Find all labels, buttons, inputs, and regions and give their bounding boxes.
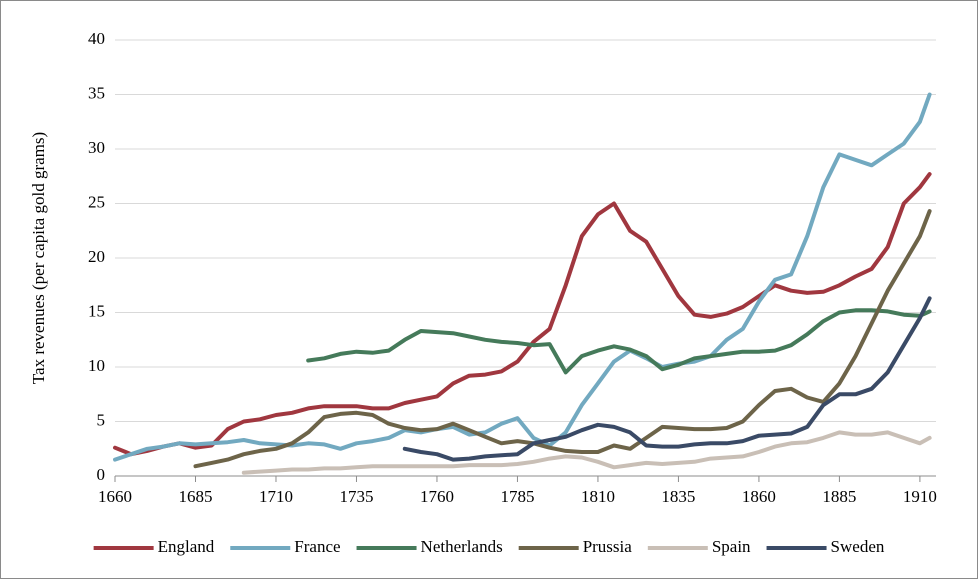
x-tick-label: 1660 (98, 487, 132, 506)
y-axis-label: Tax revenues (per capita gold grams) (29, 132, 48, 384)
line-series (241, 430, 932, 475)
x-tick-label: 1685 (178, 487, 212, 506)
x-tick-label: 1910 (903, 487, 937, 506)
y-tick-label: 0 (97, 465, 106, 484)
x-tick-label: 1735 (339, 487, 373, 506)
line-series (306, 308, 932, 375)
x-tick-label: 1760 (420, 487, 454, 506)
line-series (193, 209, 932, 469)
legend-label: France (294, 537, 340, 556)
y-tick-label: 40 (88, 29, 105, 48)
legend-label: England (158, 537, 215, 556)
y-tick-label: 35 (88, 83, 105, 102)
legend-label: Prussia (583, 537, 633, 556)
y-tick-label: 25 (88, 192, 105, 211)
line-series (113, 172, 932, 457)
x-tick-label: 1710 (259, 487, 293, 506)
x-tick-label: 1785 (500, 487, 534, 506)
y-tick-label: 10 (88, 356, 105, 375)
x-tick-label: 1860 (742, 487, 776, 506)
y-tick-label: 5 (97, 410, 106, 429)
legend-label: Netherlands (421, 537, 503, 556)
y-tick-label: 15 (88, 301, 105, 320)
y-tick-label: 20 (88, 247, 105, 266)
y-tick-label: 30 (88, 138, 105, 157)
legend-label: Spain (712, 537, 751, 556)
x-tick-label: 1810 (581, 487, 615, 506)
line-series (402, 296, 932, 462)
line-series (113, 92, 932, 462)
legend-label: Sweden (831, 537, 885, 556)
x-tick-label: 1885 (822, 487, 856, 506)
x-tick-label: 1835 (661, 487, 695, 506)
